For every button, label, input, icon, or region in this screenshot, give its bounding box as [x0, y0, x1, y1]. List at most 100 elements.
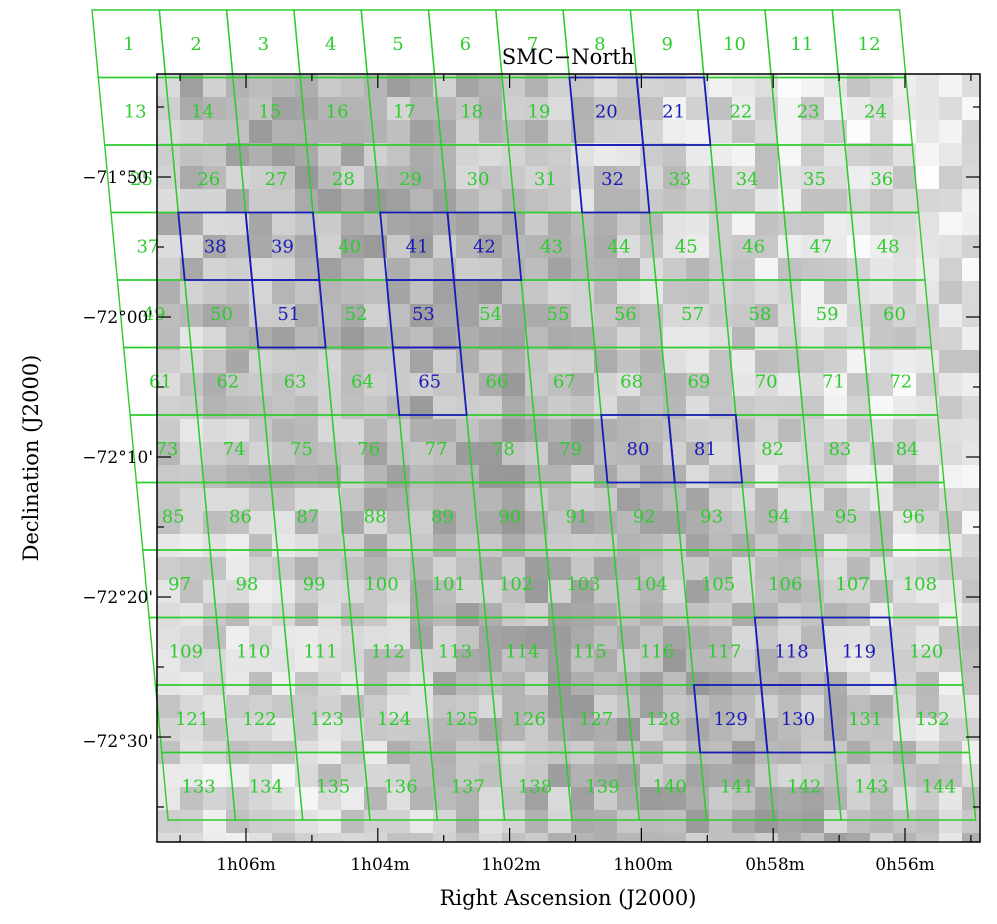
image-pixel — [824, 718, 847, 741]
image-pixel — [640, 787, 663, 810]
image-pixel — [295, 97, 318, 120]
image-pixel — [847, 626, 870, 649]
image-pixel — [249, 764, 272, 787]
image-pixel — [778, 143, 801, 166]
image-pixel — [962, 189, 980, 212]
image-pixel — [571, 718, 594, 741]
field-outline — [391, 346, 468, 416]
image-pixel — [548, 143, 571, 166]
y-tick-label: −71°50' — [82, 168, 153, 188]
image-pixel — [157, 810, 180, 833]
image-pixel — [778, 281, 801, 304]
image-pixel — [180, 603, 203, 626]
image-pixel — [272, 74, 295, 97]
field-number: 106 — [768, 574, 802, 595]
image-pixel — [272, 810, 295, 833]
image-pixel — [617, 626, 640, 649]
image-pixel — [226, 327, 249, 350]
image-pixel — [180, 787, 203, 810]
image-pixel — [157, 787, 180, 810]
field-number: 127 — [579, 709, 613, 730]
image-pixel — [732, 120, 755, 143]
image-pixel — [755, 488, 778, 511]
image-pixel — [594, 419, 617, 442]
image-pixel — [387, 626, 410, 649]
image-pixel — [893, 442, 916, 465]
field-number: 79 — [559, 439, 582, 460]
image-pixel — [594, 258, 617, 281]
field-number: 139 — [585, 776, 619, 797]
image-pixel — [824, 97, 847, 120]
image-pixel — [502, 327, 525, 350]
image-pixel — [640, 534, 663, 557]
image-pixel — [617, 120, 640, 143]
image-pixel — [341, 419, 364, 442]
image-pixel — [755, 833, 778, 842]
image-pixel — [870, 465, 893, 488]
image-pixel — [755, 810, 778, 833]
image-pixel — [272, 649, 295, 672]
image-pixel — [525, 488, 548, 511]
image-pixel — [893, 235, 916, 258]
field-number: 93 — [700, 506, 723, 527]
image-pixel — [755, 304, 778, 327]
image-pixel — [203, 258, 226, 281]
x-tick-label: 1h04m — [350, 855, 410, 875]
image-pixel — [272, 304, 295, 327]
image-pixel — [663, 672, 686, 695]
image-pixel — [571, 74, 594, 97]
image-pixel — [571, 396, 594, 419]
image-pixel — [962, 120, 980, 143]
image-pixel — [847, 557, 870, 580]
image-pixel — [157, 281, 180, 304]
image-pixel — [571, 626, 594, 649]
image-pixel — [709, 120, 732, 143]
field-number: 138 — [518, 776, 552, 797]
image-pixel — [548, 557, 571, 580]
image-pixel — [893, 488, 916, 511]
image-pixel — [318, 258, 341, 281]
field-number: 53 — [412, 304, 435, 325]
image-pixel — [272, 557, 295, 580]
image-pixel — [410, 212, 433, 235]
image-pixel — [801, 465, 824, 488]
image-pixel — [870, 419, 893, 442]
field-number: 47 — [809, 236, 832, 257]
image-pixel — [571, 465, 594, 488]
image-pixel — [548, 442, 571, 465]
image-pixel — [318, 649, 341, 672]
image-pixel — [410, 603, 433, 626]
field-number: 76 — [357, 439, 380, 460]
image-pixel — [479, 350, 502, 373]
field-number: 69 — [687, 371, 710, 392]
image-pixel — [180, 511, 203, 534]
image-pixel — [893, 580, 916, 603]
field-number: 43 — [540, 236, 563, 257]
image-pixel — [778, 120, 801, 143]
image-pixel — [295, 695, 318, 718]
image-pixel — [594, 764, 617, 787]
image-pixel — [433, 603, 456, 626]
image-pixel — [617, 373, 640, 396]
image-pixel — [732, 465, 755, 488]
image-pixel — [617, 189, 640, 212]
x-tick-label: 1h06m — [216, 855, 276, 875]
field-number: 54 — [479, 304, 502, 325]
image-pixel — [364, 603, 387, 626]
image-pixel — [847, 396, 870, 419]
image-pixel — [732, 718, 755, 741]
image-pixel — [479, 189, 502, 212]
image-pixel — [180, 810, 203, 833]
image-pixel — [732, 74, 755, 97]
image-pixel — [433, 258, 456, 281]
image-pixel — [824, 488, 847, 511]
image-pixel — [410, 97, 433, 120]
image-pixel — [387, 833, 410, 842]
image-pixel — [249, 143, 272, 166]
image-pixel — [456, 718, 479, 741]
image-pixel — [226, 672, 249, 695]
image-pixel — [801, 143, 824, 166]
image-pixel — [318, 166, 341, 189]
image-pixel — [180, 74, 203, 97]
field-outline — [251, 279, 327, 349]
